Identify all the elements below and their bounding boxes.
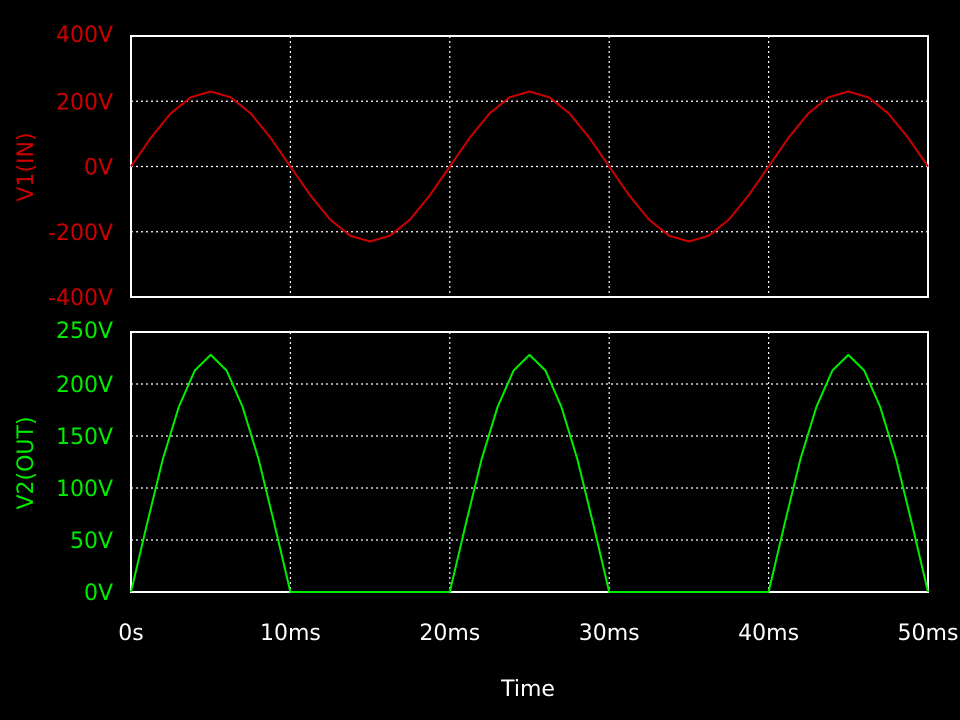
- bottom-series-line: [130, 353, 929, 593]
- x-tick-label: 20ms: [419, 621, 480, 646]
- bottom-y-tick-label: 250V: [56, 319, 113, 344]
- bottom-y-tick-label: 150V: [56, 425, 113, 450]
- top-series-line: [130, 90, 929, 243]
- x-tick-label: 10ms: [260, 621, 321, 646]
- x-tick-label: 30ms: [579, 621, 640, 646]
- bottom-y-axis-label: V2(OUT): [14, 416, 39, 509]
- top-y-tick-label: -200V: [48, 221, 113, 246]
- x-tick-label: 0s: [118, 621, 143, 646]
- bottom-panel: V2(OUT) 250V 200V 150V 100V 50V 0V: [14, 319, 929, 606]
- x-tick-label: 50ms: [898, 621, 959, 646]
- top-y-tick-label: 0V: [84, 156, 113, 181]
- bottom-plot-frame: [130, 331, 929, 593]
- top-y-tick-label: -400V: [48, 286, 113, 311]
- bottom-y-tick-label: 100V: [56, 477, 113, 502]
- x-tick-label: 40ms: [738, 621, 799, 646]
- x-axis-label: Time: [500, 677, 555, 702]
- bottom-y-tick-label: 0V: [84, 581, 113, 606]
- bottom-y-tick-label: 200V: [56, 373, 113, 398]
- top-panel: V1(IN) 400V 200V 0V -200V -400V: [14, 23, 929, 311]
- top-y-tick-label: 400V: [56, 23, 113, 48]
- top-y-axis-label: V1(IN): [14, 132, 39, 201]
- top-y-tick-label: 200V: [56, 90, 113, 115]
- top-plot-frame: [130, 35, 929, 298]
- bottom-y-tick-label: 50V: [70, 529, 113, 554]
